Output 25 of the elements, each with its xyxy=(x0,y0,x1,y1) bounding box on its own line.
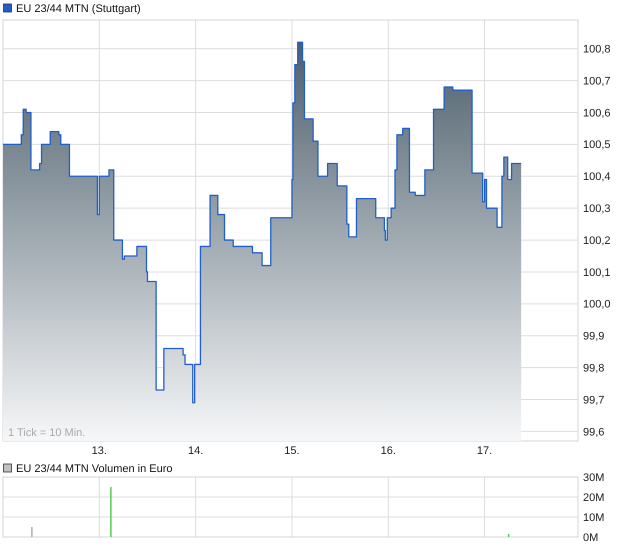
legend-label: EU 23/44 MTN Volumen in Euro xyxy=(16,462,173,475)
y-tick-label: 99,6 xyxy=(583,426,604,438)
y-tick-label: 100,2 xyxy=(583,234,611,247)
y-tick-label: 100,7 xyxy=(583,75,611,88)
x-tick-label: 16. xyxy=(380,445,396,457)
y-tick-label: 100,0 xyxy=(583,298,611,311)
legend-label: EU 23/44 MTN (Stuttgart) xyxy=(16,2,141,15)
y-tick-label: 100,6 xyxy=(583,107,611,120)
y-tick-label: 99,8 xyxy=(583,362,604,374)
y-tick-label: 100,5 xyxy=(583,139,611,152)
y-tick-label: 100,4 xyxy=(583,171,611,184)
y-tick-label: 10M xyxy=(583,512,604,524)
x-tick-label: 17. xyxy=(476,445,492,457)
y-tick-label: 100,8 xyxy=(583,44,611,56)
y-tick-label: 30M xyxy=(583,472,604,484)
y-tick-label: 20M xyxy=(583,492,604,504)
y-tick-label: 0M xyxy=(583,532,598,544)
x-tick-label: 13. xyxy=(92,445,107,457)
y-tick-label: 99,9 xyxy=(583,330,604,343)
y-tick-label: 100,1 xyxy=(583,266,611,279)
x-tick-label: 14. xyxy=(188,445,204,457)
y-tick-label: 100,3 xyxy=(583,203,611,216)
annotation: 1 Tick = 10 Min. xyxy=(8,427,86,439)
x-tick-label: 15. xyxy=(284,445,300,457)
y-tick-label: 99,7 xyxy=(583,394,604,406)
